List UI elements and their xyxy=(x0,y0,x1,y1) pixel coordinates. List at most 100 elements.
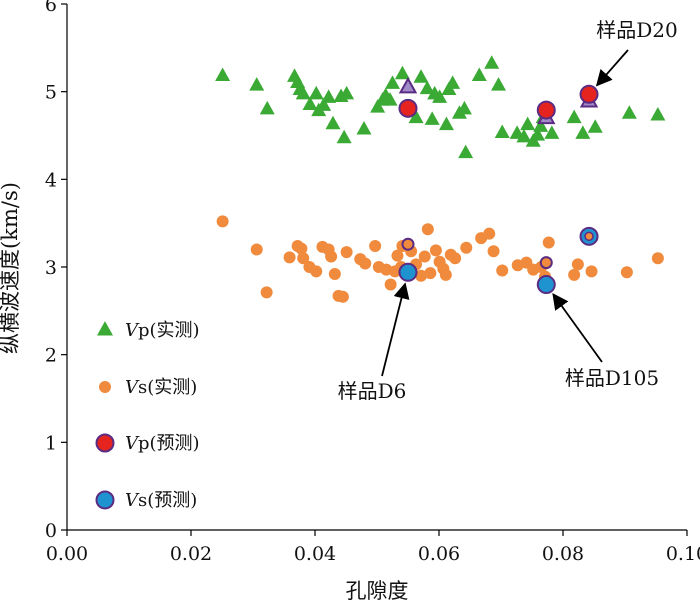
vp-measured-point xyxy=(302,96,318,110)
vs-measured-point xyxy=(429,244,442,257)
vp-measured-point xyxy=(419,80,435,95)
legend-marker-vs-predicted xyxy=(95,490,115,510)
vs-predicted-point xyxy=(398,262,418,282)
x-axis-title: 孔隙度 xyxy=(346,579,409,603)
vs-measured-point xyxy=(421,223,434,236)
vs-measured-point xyxy=(418,250,431,263)
vp-predicted-point xyxy=(536,100,556,120)
vp-measured-point xyxy=(336,129,352,144)
vs-measured-point xyxy=(424,267,437,280)
vp-measured-point xyxy=(650,106,666,121)
annotations: 样品D20 样品D6 样品D105 xyxy=(338,18,678,403)
vs-measured-point xyxy=(542,236,555,249)
vp-measured-point xyxy=(413,69,429,83)
x-tick-label: 0.00 xyxy=(46,543,88,565)
vs-measured-point xyxy=(336,290,349,303)
vs-measured-point xyxy=(439,268,452,281)
vs-measured-point xyxy=(487,245,500,258)
y-tick-label: 3 xyxy=(45,257,57,279)
vp-measured-point xyxy=(394,65,410,80)
vs-measured-point xyxy=(297,252,310,265)
x-tick-label: 0.10 xyxy=(666,543,700,565)
vp-measured-point xyxy=(445,75,461,89)
vs-measured-highlight-point xyxy=(539,256,553,270)
annotation-arrow xyxy=(552,292,603,363)
vs-measured-point xyxy=(571,258,584,271)
vs-measured-point xyxy=(496,264,509,277)
vp-measured-point xyxy=(438,116,454,131)
vp-measured-point xyxy=(458,144,474,159)
vs-measured-point xyxy=(325,250,338,263)
legend-marker-vs-measured xyxy=(99,381,111,393)
vp-measured-point xyxy=(385,75,400,89)
y-tick-label: 5 xyxy=(45,82,57,104)
vp-measured-point xyxy=(494,124,510,138)
vp-measured-point xyxy=(544,125,560,139)
vs-measured-point xyxy=(620,266,633,279)
legend-label: Vp(实测) xyxy=(125,320,200,341)
vs-measured-point xyxy=(310,265,323,278)
vs-measured-point xyxy=(340,246,353,259)
vp-predicted-point xyxy=(398,98,418,118)
vp-measured-point xyxy=(432,89,448,103)
vs-measured-point xyxy=(295,242,308,255)
vp-measured-point xyxy=(456,100,472,115)
vs-measured-point xyxy=(460,241,473,254)
x-tick-label: 0.06 xyxy=(418,543,460,565)
vp-measured-point xyxy=(530,127,546,141)
vp-measured-point xyxy=(316,97,332,111)
annotation-arrow xyxy=(595,49,629,87)
x-tick-label: 0.08 xyxy=(542,543,584,565)
vp-measured-point xyxy=(321,89,337,103)
vp-measured-point xyxy=(533,118,549,132)
vp-measured-point xyxy=(325,115,341,130)
y-axis-title: 纵横波速度(km/s) xyxy=(0,182,22,354)
annotation-label: 样品D105 xyxy=(565,366,659,390)
legend-marker-vp-measured xyxy=(97,321,113,336)
vp-measured-point xyxy=(249,77,265,91)
y-tick-label: 1 xyxy=(45,432,57,454)
vp-measured-point xyxy=(516,128,532,143)
legend-label: Vs(实测) xyxy=(125,377,197,398)
vp-predicted-point xyxy=(579,84,599,104)
vp-measured-point xyxy=(566,109,582,124)
axes: 0.00 0.02 0.04 0.06 0.08 0.10 0 1 2 3 4 5 6 xyxy=(45,0,700,565)
annotation-label: 样品D6 xyxy=(338,379,407,403)
vs-measured-point xyxy=(384,278,397,291)
legend-label: Vp(预测) xyxy=(125,433,200,454)
annotation-label: 样品D20 xyxy=(596,18,677,42)
vp-measured-point xyxy=(484,55,500,69)
vs-measured-point xyxy=(585,265,598,278)
vs-measured-highlight-point xyxy=(401,237,415,251)
vs-measured-point xyxy=(391,249,404,262)
vs-measured-point xyxy=(449,252,462,265)
vp-measured-point xyxy=(587,119,603,133)
vp-measured-point xyxy=(491,77,507,91)
y-tick-label: 2 xyxy=(45,345,57,367)
vs-measured-overlap-point xyxy=(584,231,594,242)
vs-measured-point xyxy=(483,227,496,240)
data-marks xyxy=(215,55,666,303)
vs-measured-point xyxy=(260,286,273,299)
vs-measured-point xyxy=(328,268,341,281)
x-tick-label: 0.02 xyxy=(170,543,212,565)
legend-label: Vs(预测) xyxy=(125,490,197,511)
y-tick-label: 4 xyxy=(45,169,57,191)
vp-measured-point xyxy=(621,105,637,119)
vp-measured-point xyxy=(575,125,591,139)
vs-measured-point xyxy=(651,252,664,265)
vp-measured-point xyxy=(215,67,231,82)
vp-measured-point xyxy=(295,85,311,100)
vp-measured-point xyxy=(308,85,324,100)
vp-measured-point xyxy=(424,111,440,125)
legend-marker-vp-predicted xyxy=(95,433,115,453)
vs-measured-point xyxy=(568,268,581,281)
vp-measured-point xyxy=(370,99,386,113)
x-tick-label: 0.04 xyxy=(294,543,336,565)
vs-measured-point xyxy=(415,269,428,282)
legend: Vp(实测) Vs(实测) Vp(预测) Vs(预测) xyxy=(95,320,200,511)
vs-measured-point xyxy=(283,251,296,264)
vp-measured-point xyxy=(408,109,424,124)
vp-measured-highlight-point xyxy=(398,76,418,94)
